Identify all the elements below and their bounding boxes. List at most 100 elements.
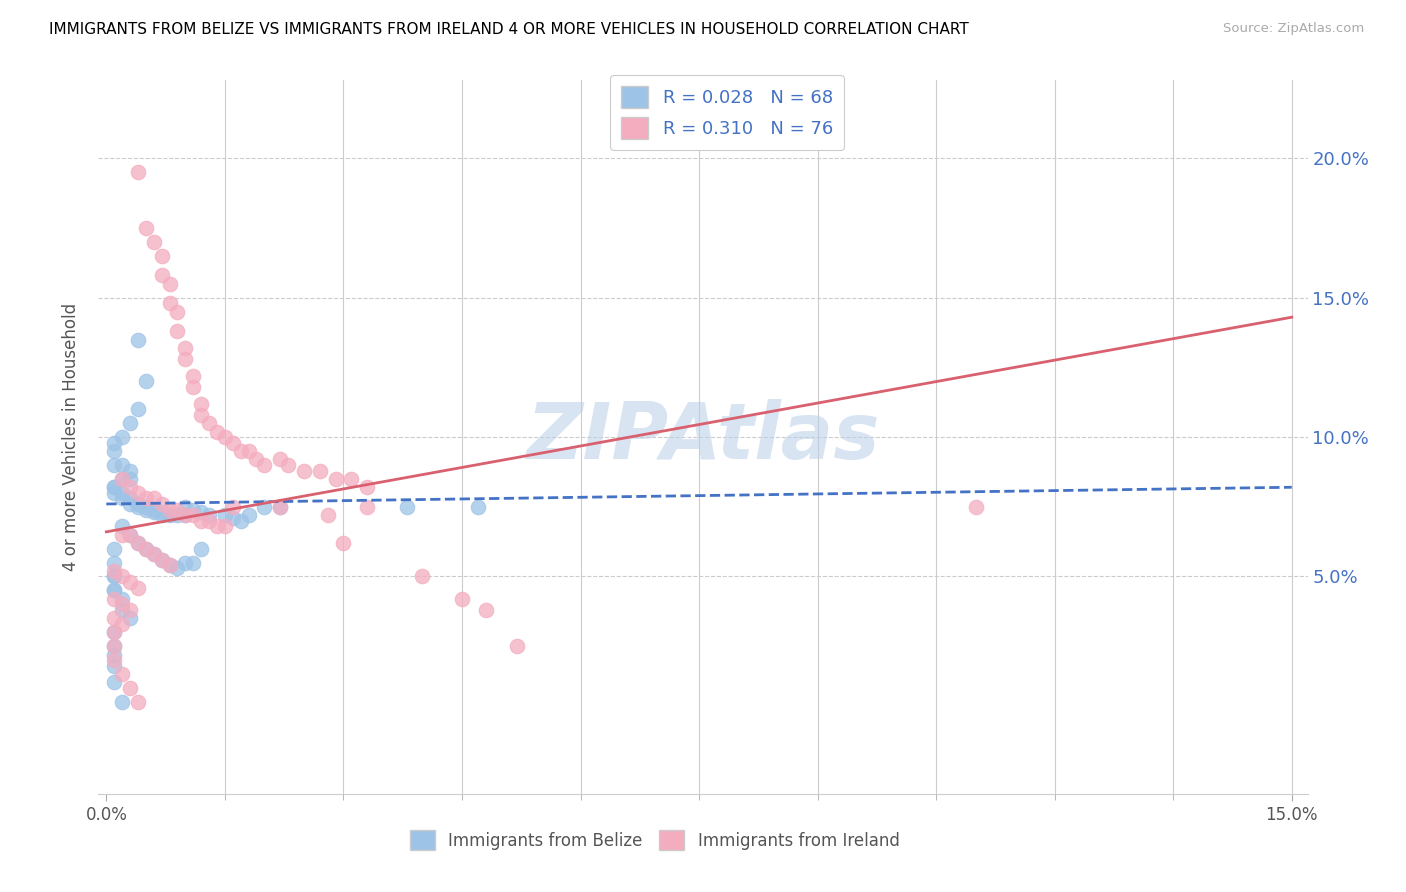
Point bbox=[205, 519, 228, 533]
Point bbox=[127, 500, 149, 514]
Point bbox=[103, 569, 125, 583]
Point bbox=[174, 508, 197, 523]
Point bbox=[238, 508, 260, 523]
Point bbox=[127, 497, 149, 511]
Point bbox=[118, 472, 141, 486]
Point bbox=[103, 658, 125, 673]
Point bbox=[181, 380, 204, 394]
Point bbox=[135, 500, 157, 514]
Point bbox=[142, 505, 165, 519]
Point bbox=[103, 625, 125, 640]
Point bbox=[965, 500, 987, 514]
Point bbox=[103, 653, 125, 667]
Point bbox=[190, 541, 212, 556]
Point bbox=[159, 558, 181, 573]
Point bbox=[214, 508, 236, 523]
Point bbox=[269, 500, 291, 514]
Point bbox=[198, 514, 221, 528]
Point bbox=[103, 591, 125, 606]
Point bbox=[135, 375, 157, 389]
Point bbox=[111, 598, 134, 612]
Point bbox=[253, 458, 276, 472]
Legend: Immigrants from Belize, Immigrants from Ireland: Immigrants from Belize, Immigrants from … bbox=[404, 823, 905, 857]
Point bbox=[506, 639, 529, 653]
Point bbox=[229, 514, 252, 528]
Point bbox=[181, 556, 204, 570]
Point bbox=[111, 519, 134, 533]
Point bbox=[142, 491, 165, 506]
Point bbox=[166, 324, 188, 338]
Point bbox=[190, 396, 212, 410]
Point bbox=[174, 341, 197, 355]
Point bbox=[159, 502, 181, 516]
Point bbox=[245, 452, 267, 467]
Point bbox=[467, 500, 489, 514]
Text: ZIPAtlas: ZIPAtlas bbox=[526, 399, 880, 475]
Point bbox=[292, 464, 315, 478]
Point bbox=[135, 541, 157, 556]
Point bbox=[111, 485, 134, 500]
Point bbox=[103, 583, 125, 598]
Point bbox=[103, 648, 125, 662]
Point bbox=[198, 416, 221, 430]
Point bbox=[111, 527, 134, 541]
Point bbox=[111, 430, 134, 444]
Point bbox=[269, 500, 291, 514]
Point bbox=[103, 541, 125, 556]
Point bbox=[118, 574, 141, 589]
Point bbox=[166, 502, 188, 516]
Point bbox=[181, 502, 204, 516]
Point bbox=[127, 333, 149, 347]
Point bbox=[159, 508, 181, 523]
Point bbox=[150, 552, 173, 567]
Point bbox=[205, 425, 228, 439]
Point bbox=[111, 472, 134, 486]
Point bbox=[174, 556, 197, 570]
Point bbox=[222, 435, 245, 450]
Point bbox=[103, 569, 125, 583]
Point bbox=[142, 502, 165, 516]
Point bbox=[166, 304, 188, 318]
Point bbox=[395, 500, 418, 514]
Point bbox=[308, 464, 330, 478]
Point bbox=[150, 249, 173, 263]
Point bbox=[269, 452, 291, 467]
Y-axis label: 4 or more Vehicles in Household: 4 or more Vehicles in Household bbox=[62, 303, 80, 571]
Point bbox=[111, 616, 134, 631]
Point bbox=[316, 508, 339, 523]
Point bbox=[103, 444, 125, 458]
Point bbox=[474, 603, 496, 617]
Point bbox=[111, 695, 134, 709]
Point bbox=[111, 458, 134, 472]
Point bbox=[103, 480, 125, 494]
Point bbox=[150, 497, 173, 511]
Point bbox=[103, 485, 125, 500]
Point bbox=[198, 508, 221, 523]
Point bbox=[325, 472, 347, 486]
Point bbox=[174, 351, 197, 366]
Point bbox=[159, 277, 181, 291]
Point bbox=[103, 435, 125, 450]
Point bbox=[118, 416, 141, 430]
Point bbox=[190, 514, 212, 528]
Point bbox=[118, 527, 141, 541]
Point bbox=[150, 552, 173, 567]
Point bbox=[118, 681, 141, 695]
Point bbox=[118, 491, 141, 506]
Point bbox=[159, 296, 181, 310]
Point bbox=[127, 536, 149, 550]
Point bbox=[111, 569, 134, 583]
Point bbox=[214, 519, 236, 533]
Point bbox=[111, 591, 134, 606]
Point bbox=[222, 511, 245, 525]
Point bbox=[103, 480, 125, 494]
Point bbox=[190, 408, 212, 422]
Point bbox=[190, 505, 212, 519]
Point bbox=[340, 472, 363, 486]
Point bbox=[127, 581, 149, 595]
Point bbox=[135, 491, 157, 506]
Point bbox=[127, 165, 149, 179]
Point bbox=[159, 558, 181, 573]
Point bbox=[411, 569, 433, 583]
Point bbox=[103, 458, 125, 472]
